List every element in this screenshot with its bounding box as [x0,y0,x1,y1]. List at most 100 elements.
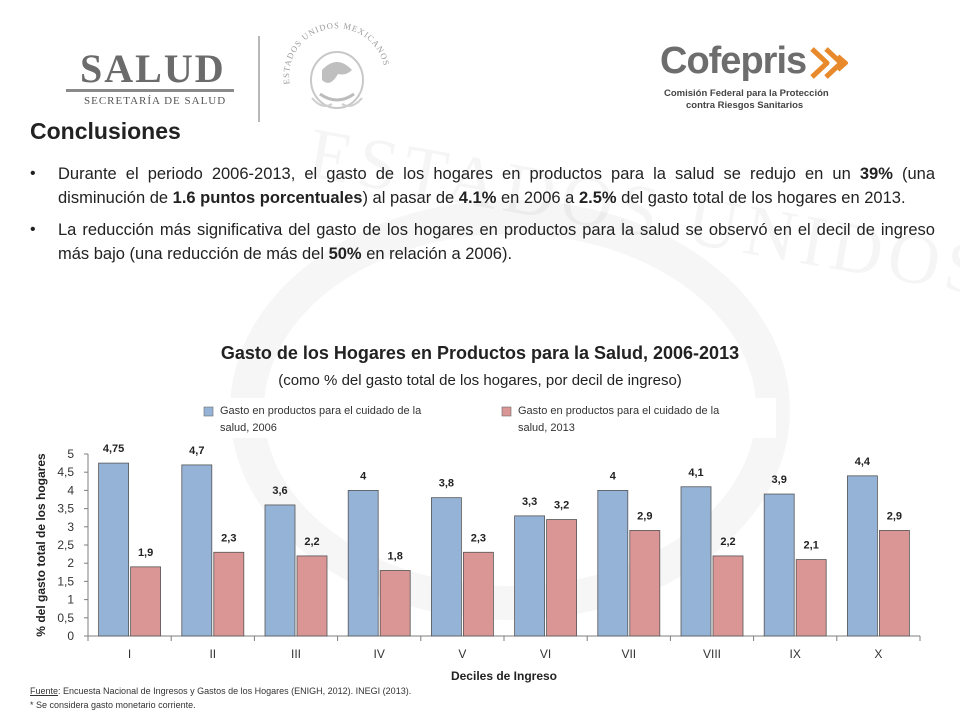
x-tick-label: II [209,647,216,661]
x-tick-label: VIII [703,647,721,661]
source-text: : Encuesta Nacional de Ingresos y Gastos… [58,686,412,696]
bullet-text: en 2006 a [496,189,579,207]
legend-label: salud, 2013 [518,422,575,434]
bullet-text: en relación a 2006). [361,245,513,263]
bar-2013 [879,530,910,637]
data-label: 3,2 [554,500,569,512]
source-note: Fuente: Encuesta Nacional de Ingresos y … [30,684,411,712]
x-tick-label: IX [790,647,801,661]
bullet-emphasis: 50% [328,245,362,263]
x-tick-label: VII [621,647,636,661]
y-axis-title: % del gasto total de los hogares [34,453,48,637]
cofepris-name: Cofepris [660,40,807,82]
bar-2006 [347,489,379,637]
legend-label: Gasto en productos para el cuidado de la [518,405,720,417]
bar-2013 [213,551,245,637]
legend-label: Gasto en productos para el cuidado de la [220,405,422,417]
bullet-emphasis: 1.6 puntos porcentuales [172,189,363,207]
data-label: 2,2 [304,536,319,548]
data-label: 1,8 [388,550,403,562]
data-label: 4,1 [688,467,703,479]
footnote: * Se considera gasto monetario corriente… [30,700,196,710]
data-label: 2,2 [720,536,735,548]
legend-swatch [203,406,214,417]
bullet-text: del gasto total de los hogares en 2013. [616,189,906,207]
bullet-text: ) al pasar de [362,189,459,207]
source-line: Fuente: Encuesta Nacional de Ingresos y … [30,684,411,698]
x-tick-label: VI [540,647,551,661]
bullet-dot-icon: • [30,221,36,238]
bullet-item: • La reducción más significativa del gast… [30,218,935,266]
bar-2013 [296,555,328,637]
y-tick-label: 4,5 [57,465,74,479]
salud-logo: SALUD SECRETARÍA DE SALUD [66,45,236,107]
chevron-arrows-icon [810,47,848,79]
chart-subtitle: (como % del gasto total de los hogares, … [278,372,682,389]
y-tick-label: 0 [67,629,74,643]
chart-title: Gasto de los Hogares en Productos para l… [220,343,740,363]
data-label: 4,7 [189,445,204,457]
bullet-text: (una disminución de [58,165,936,207]
salud-divider [66,89,234,92]
y-tick-label: 5 [67,447,74,461]
cofepris-subtitle-line1: Comisión Federal para la Protección [664,88,829,99]
section-title: Conclusiones [30,118,181,144]
data-label: 4,75 [103,443,124,455]
x-tick-label: III [291,647,301,661]
y-tick-label: 0,5 [57,611,74,625]
y-tick-label: 4 [67,483,74,497]
bar-2006 [597,489,629,637]
cofepris-subtitle-line2: contra Riesgos Sanitarios [686,100,804,111]
x-tick-label: X [874,647,882,661]
data-label: 4,4 [855,456,871,468]
data-label: 2,3 [221,532,236,544]
bar-2006 [763,493,795,637]
bullet-item: • Durante el periodo 2006-2013, el gasto … [30,162,935,210]
bar-2013 [130,566,162,637]
data-label: 3,9 [772,474,787,486]
legend-label: salud, 2006 [220,422,277,434]
bar-2006 [264,504,296,637]
bar-2006 [181,464,213,637]
data-label: 3,3 [522,496,537,508]
salud-title: SALUD [80,46,226,91]
bullet-text: La reducción más significativa del gasto… [58,221,935,263]
data-label: 3,6 [272,485,287,497]
y-tick-label: 3 [67,520,74,534]
logo-divider [258,36,260,122]
y-tick-label: 2,5 [57,538,74,552]
x-axis-title: Deciles de Ingreso [451,669,557,683]
bar-2013 [795,559,827,637]
data-label: 4 [610,470,617,482]
legend-swatch [501,406,512,417]
data-label: 2,3 [471,532,486,544]
y-tick-label: 3,5 [57,502,74,516]
bar-2006 [680,486,712,637]
bar-2006 [430,497,462,637]
y-tick-label: 2 [67,556,74,570]
data-label: 2,9 [637,510,652,522]
bullet-dot-icon: • [30,165,36,182]
data-label: 3,8 [439,478,454,490]
source-label: Fuente [30,686,59,696]
bar-2013 [629,530,661,637]
mexico-seal-icon: ESTADOS UNIDOS MEXICANOS [281,20,391,109]
data-label: 4 [360,470,367,482]
legend-box [196,398,776,438]
data-label: 2,9 [887,510,902,522]
bullet-emphasis: 39% [859,165,893,183]
bullet-list: • Durante el periodo 2006-2013, el gasto … [30,162,935,274]
bar-2006 [514,515,545,637]
bar-2006 [847,475,878,637]
bar-2013 [546,519,577,637]
bullet-emphasis: 2.5% [578,189,617,207]
bullet-emphasis: 4.1% [458,189,497,207]
salud-subtitle: SECRETARÍA DE SALUD [84,95,227,107]
bullet-text: Durante el periodo 2006-2013, el gasto d… [58,165,860,183]
bar-2013 [379,570,411,637]
x-tick-label: V [458,647,466,661]
bar-2013 [462,551,494,637]
bar-2013 [712,555,744,637]
